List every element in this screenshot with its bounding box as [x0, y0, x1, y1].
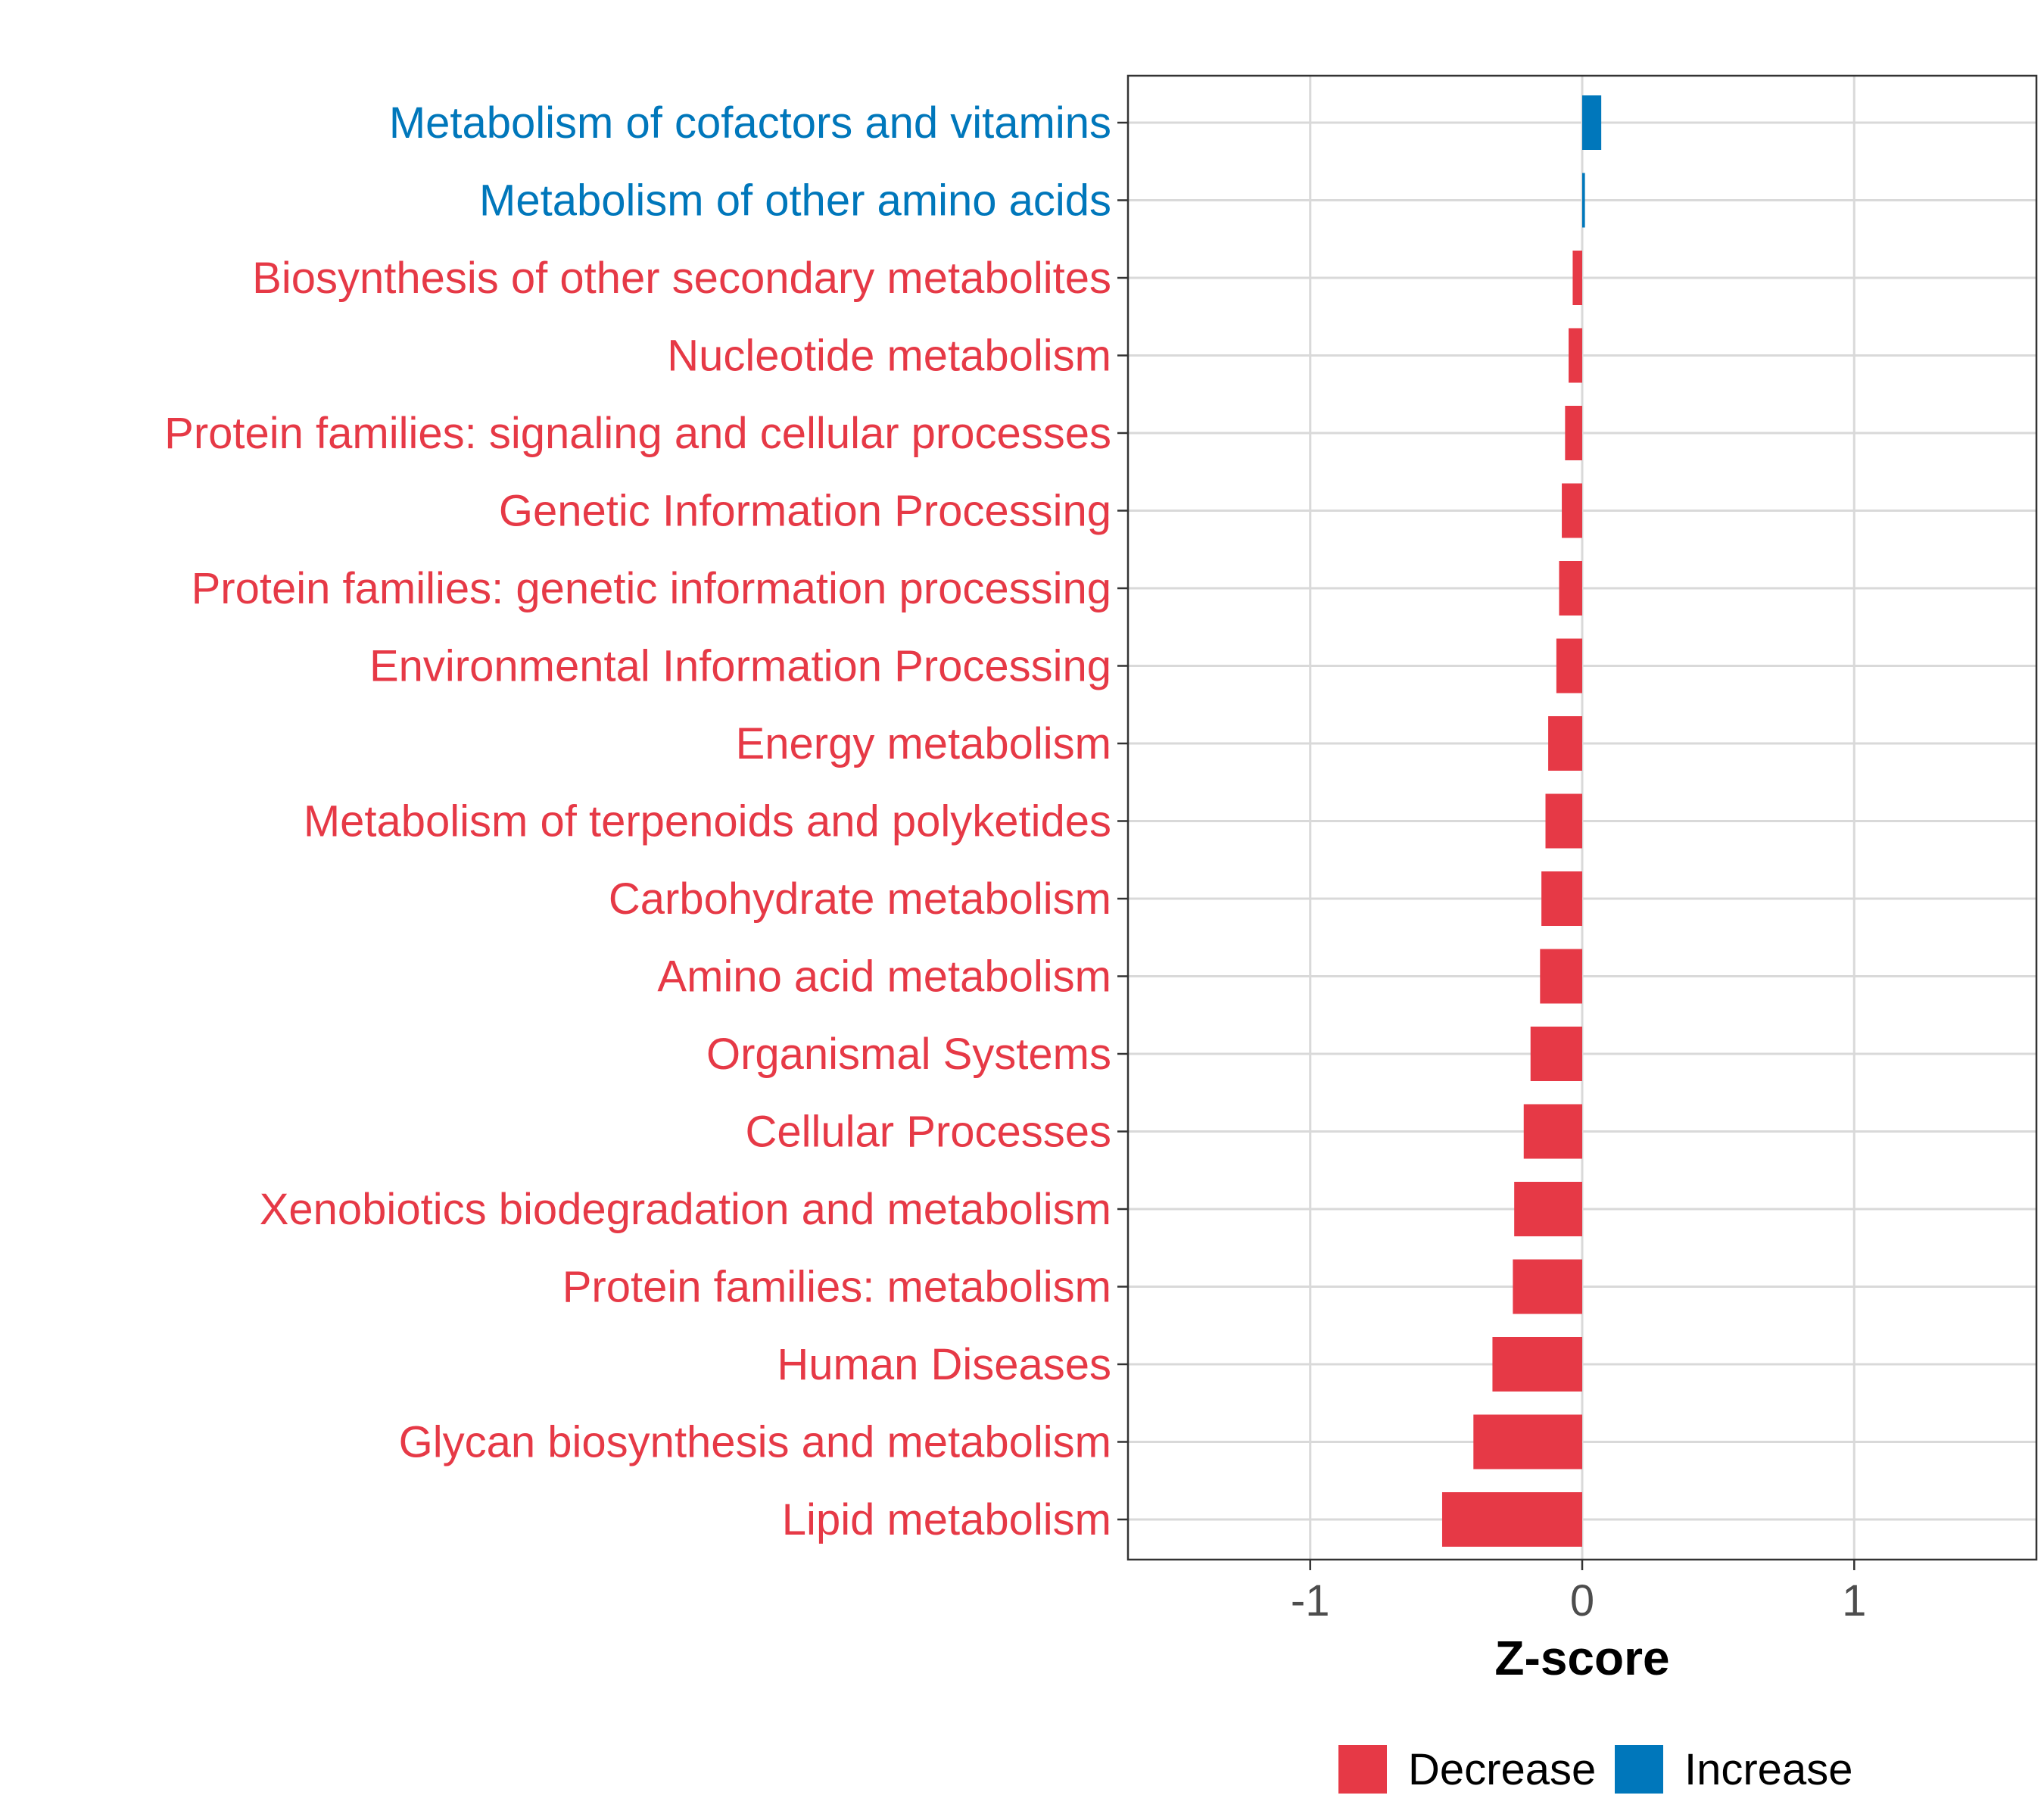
- bar: [1545, 793, 1582, 849]
- y-category-label: Cellular Processes: [745, 1108, 1111, 1157]
- y-category-label: Protein families: metabolism: [562, 1263, 1111, 1312]
- y-category-label: Glycan biosynthesis and metabolism: [399, 1418, 1111, 1467]
- x-tick-label: -1: [1291, 1576, 1330, 1625]
- bars: [1441, 95, 1602, 1547]
- bar: [1565, 406, 1582, 460]
- y-axis-category-labels: Metabolism of cofactors and vitamins Meta…: [164, 98, 1111, 1544]
- bar: [1582, 95, 1602, 150]
- bar: [1541, 871, 1582, 926]
- y-category-label: Genetic Information Processing: [499, 487, 1111, 536]
- y-category-label: Energy metabolism: [736, 719, 1111, 768]
- y-category-label: Protein families: genetic information pr…: [192, 564, 1111, 613]
- bar: [1569, 328, 1582, 383]
- y-category-label: Biosynthesis of other secondary metaboli…: [252, 254, 1111, 303]
- bar: [1492, 1337, 1582, 1392]
- y-category-label: Nucleotide metabolism: [667, 332, 1111, 381]
- bar: [1559, 561, 1582, 616]
- y-category-label: Metabolism of terpenoids and polyketides: [304, 797, 1111, 846]
- y-category-label: Amino acid metabolism: [657, 952, 1111, 1002]
- y-category-label: Carbohydrate metabolism: [609, 874, 1111, 924]
- bar: [1530, 1027, 1582, 1081]
- legend-label-increase: Increase: [1684, 1745, 1852, 1794]
- legend-label-decrease: Decrease: [1408, 1745, 1596, 1794]
- legend: Decrease Increase: [1338, 1745, 1852, 1794]
- y-category-label: Environmental Information Processing: [369, 642, 1111, 691]
- x-axis-ticks: -1 0 1: [1291, 1560, 1866, 1625]
- x-axis-title: Z-score: [1494, 1631, 1669, 1685]
- bar: [1572, 251, 1582, 305]
- y-category-label: Xenobiotics biodegradation and metabolis…: [260, 1185, 1111, 1234]
- y-category-label: Lipid metabolism: [782, 1495, 1111, 1544]
- y-category-label: Organismal Systems: [706, 1030, 1111, 1079]
- bar: [1582, 173, 1585, 228]
- bar: [1441, 1492, 1582, 1547]
- bar: [1548, 716, 1582, 771]
- bar: [1540, 949, 1582, 1004]
- y-axis-ticks: [1117, 121, 1128, 1521]
- x-tick-label: 0: [1570, 1576, 1594, 1625]
- x-tick-label: 1: [1842, 1576, 1866, 1625]
- bar: [1523, 1104, 1582, 1159]
- bar: [1513, 1259, 1582, 1314]
- legend-key-increase: [1615, 1745, 1663, 1794]
- y-category-label: Protein families: signaling and cellular…: [164, 409, 1111, 458]
- bar: [1514, 1182, 1582, 1236]
- y-category-label: Metabolism of cofactors and vitamins: [389, 98, 1111, 148]
- y-category-label: Human Diseases: [777, 1340, 1111, 1389]
- bar: [1562, 483, 1582, 538]
- y-category-label: Metabolism of other amino acids: [479, 176, 1111, 226]
- bar: [1556, 638, 1582, 693]
- legend-key-decrease: [1338, 1745, 1387, 1794]
- bar: [1473, 1414, 1582, 1469]
